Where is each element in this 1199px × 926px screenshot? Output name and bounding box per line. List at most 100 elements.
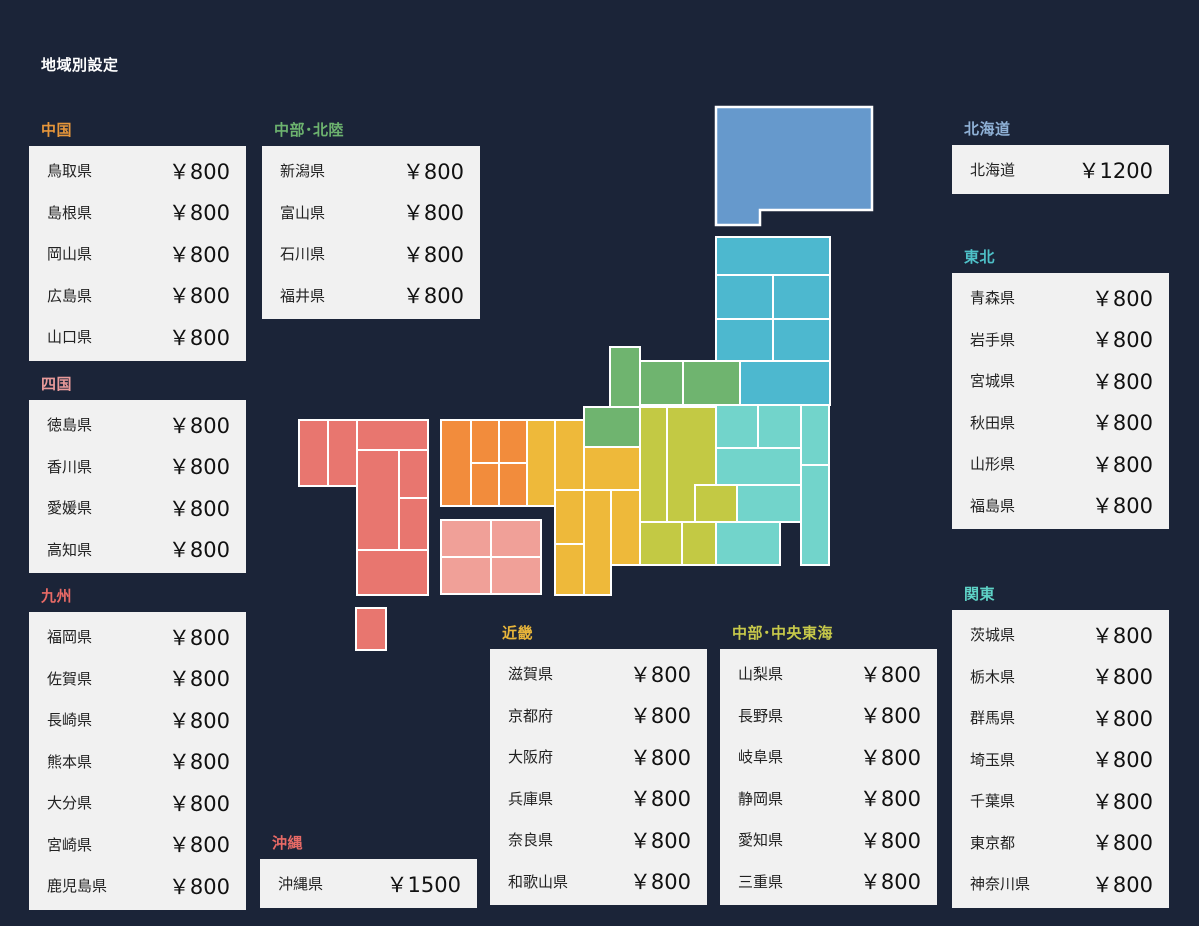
currency-symbol: ￥: [168, 791, 190, 816]
price-value: 800: [1112, 872, 1153, 897]
prefecture-row[interactable]: 福岡県 ￥800: [29, 616, 246, 658]
prefecture-row[interactable]: 山梨県 ￥800: [720, 653, 937, 695]
currency-symbol: ￥: [1091, 623, 1113, 648]
prefecture-row[interactable]: 佐賀県 ￥800: [29, 658, 246, 700]
prefecture-name: 三重県: [738, 872, 784, 891]
price-value: 800: [650, 662, 691, 687]
prefecture-name: 青森県: [970, 289, 1016, 308]
price-value: 800: [189, 413, 230, 438]
shipping-price: ￥800: [860, 700, 921, 730]
currency-symbol: ￥: [859, 828, 881, 853]
prefecture-name: 和歌山県: [508, 872, 569, 891]
prefecture-row[interactable]: 栃木県 ￥800: [952, 656, 1169, 698]
prefecture-name: 東京都: [970, 833, 1016, 852]
prefecture-row[interactable]: 富山県 ￥800: [262, 192, 480, 234]
price-value: 800: [189, 496, 230, 521]
prefecture-name: 宮城県: [970, 372, 1016, 391]
price-value: 800: [423, 201, 464, 226]
prefecture-row[interactable]: 福島県 ￥800: [952, 485, 1169, 527]
price-value: 800: [1112, 831, 1153, 856]
prefecture-row[interactable]: 和歌山県 ￥800: [490, 861, 707, 903]
prefecture-name: 大分県: [47, 794, 93, 813]
prefecture-row[interactable]: 石川県 ￥800: [262, 233, 480, 275]
prefecture-row[interactable]: 岩手県 ￥800: [952, 319, 1169, 361]
prefecture-row[interactable]: 沖縄県 ￥1500: [260, 863, 477, 905]
prefecture-row[interactable]: 福井県 ￥800: [262, 275, 480, 317]
prefecture-row[interactable]: 青森県 ￥800: [952, 277, 1169, 319]
price-value: 800: [1112, 665, 1153, 690]
prefecture-row[interactable]: 島根県 ￥800: [29, 192, 246, 234]
prefecture-row[interactable]: 岡山県 ￥800: [29, 233, 246, 275]
shipping-price: ￥800: [1092, 869, 1153, 899]
currency-symbol: ￥: [629, 745, 651, 770]
prefecture-row[interactable]: 神奈川県 ￥800: [952, 863, 1169, 905]
prefecture-name: 岡山県: [47, 245, 93, 264]
prefecture-name: 静岡県: [738, 789, 784, 808]
prefecture-row[interactable]: 長野県 ￥800: [720, 695, 937, 737]
prefecture-row[interactable]: 宮城県 ￥800: [952, 360, 1169, 402]
price-value: 800: [189, 791, 230, 816]
shipping-price: ￥800: [403, 156, 464, 186]
price-value: 800: [650, 704, 691, 729]
prefecture-name: 新潟県: [280, 162, 326, 181]
prefecture-row[interactable]: 高知県 ￥800: [29, 529, 246, 571]
prefecture-row[interactable]: 群馬県 ￥800: [952, 697, 1169, 739]
prefecture-name: 富山県: [280, 203, 326, 222]
price-list: 青森県 ￥800 岩手県 ￥800 宮城県 ￥800 秋田県 ￥800 山形県 ￥800 福島県 ￥8…: [952, 273, 1169, 529]
map-tohoku: [715, 236, 831, 406]
prefecture-row[interactable]: 鹿児島県 ￥800: [29, 865, 246, 907]
prefecture-row[interactable]: 秋田県 ￥800: [952, 402, 1169, 444]
shipping-price: ￥800: [630, 825, 691, 855]
price-value: 800: [1112, 369, 1153, 394]
shipping-price: ￥800: [169, 746, 230, 776]
prefecture-row[interactable]: 北海道 ￥1200: [952, 149, 1169, 191]
prefecture-row[interactable]: 広島県 ￥800: [29, 275, 246, 317]
region-tohoku: 東北青森県 ￥800 岩手県 ￥800 宮城県 ￥800 秋田県 ￥800 山形県 ￥800 福島県…: [952, 247, 1169, 529]
prefecture-name: 群馬県: [970, 709, 1016, 728]
prefecture-row[interactable]: 愛知県 ￥800: [720, 819, 937, 861]
region-title: 北海道: [964, 120, 1011, 138]
prefecture-row[interactable]: 三重県 ￥800: [720, 861, 937, 903]
shipping-price: ￥800: [169, 871, 230, 901]
prefecture-row[interactable]: 愛媛県 ￥800: [29, 487, 246, 529]
prefecture-name: 香川県: [47, 457, 93, 476]
price-value: 800: [880, 787, 921, 812]
prefecture-row[interactable]: 山口県 ￥800: [29, 316, 246, 358]
prefecture-row[interactable]: 長崎県 ￥800: [29, 699, 246, 741]
prefecture-row[interactable]: 宮崎県 ￥800: [29, 824, 246, 866]
currency-symbol: ￥: [1091, 872, 1113, 897]
prefecture-row[interactable]: 香川県 ￥800: [29, 446, 246, 488]
prefecture-row[interactable]: 滋賀県 ￥800: [490, 653, 707, 695]
prefecture-row[interactable]: 大分県 ￥800: [29, 782, 246, 824]
currency-symbol: ￥: [859, 870, 881, 895]
region-title: 四国: [41, 375, 73, 393]
prefecture-row[interactable]: 奈良県 ￥800: [490, 819, 707, 861]
region-title: 東北: [964, 248, 996, 266]
prefecture-row[interactable]: 岐阜県 ￥800: [720, 736, 937, 778]
currency-symbol: ￥: [168, 413, 190, 438]
prefecture-row[interactable]: 千葉県 ￥800: [952, 780, 1169, 822]
prefecture-row[interactable]: 山形県 ￥800: [952, 443, 1169, 485]
price-value: 800: [189, 201, 230, 226]
prefecture-row[interactable]: 兵庫県 ￥800: [490, 778, 707, 820]
currency-symbol: ￥: [629, 787, 651, 812]
prefecture-row[interactable]: 鳥取県 ￥800: [29, 150, 246, 192]
price-value: 800: [1112, 789, 1153, 814]
prefecture-name: 宮崎県: [47, 835, 93, 854]
shipping-price: ￥800: [169, 705, 230, 735]
prefecture-row[interactable]: 東京都 ￥800: [952, 822, 1169, 864]
price-list: 滋賀県 ￥800 京都府 ￥800 大阪府 ￥800 兵庫県 ￥800 奈良県 ￥800 和歌山県 ￥…: [490, 649, 707, 905]
prefecture-row[interactable]: 茨城県 ￥800: [952, 614, 1169, 656]
prefecture-row[interactable]: 京都府 ￥800: [490, 695, 707, 737]
prefecture-row[interactable]: 大阪府 ￥800: [490, 736, 707, 778]
price-list: 北海道 ￥1200: [952, 145, 1169, 194]
prefecture-row[interactable]: 新潟県 ￥800: [262, 150, 480, 192]
prefecture-row[interactable]: 徳島県 ￥800: [29, 404, 246, 446]
prefecture-name: 島根県: [47, 203, 93, 222]
shipping-price: ￥800: [403, 239, 464, 269]
region-shikoku: 四国 徳島県 ￥800 香川県 ￥800 愛媛県 ￥800 高知県 ￥800: [29, 374, 246, 573]
prefecture-row[interactable]: 熊本県 ￥800: [29, 741, 246, 783]
prefecture-name: 徳島県: [47, 416, 93, 435]
prefecture-row[interactable]: 静岡県 ￥800: [720, 778, 937, 820]
prefecture-row[interactable]: 埼玉県 ￥800: [952, 739, 1169, 781]
